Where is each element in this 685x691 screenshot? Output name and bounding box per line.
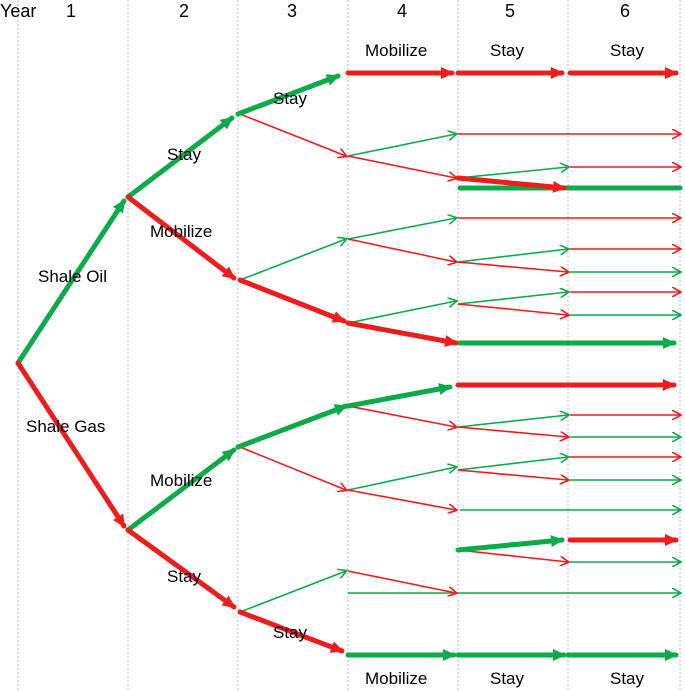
branch-thin-red <box>347 570 456 593</box>
label-mobilize: Mobilize <box>150 222 212 241</box>
label-stay: Stay <box>273 89 308 108</box>
label-mobilize: Mobilize <box>365 41 427 60</box>
label-mobilize: Mobilize <box>365 669 427 688</box>
branch-thin-green <box>457 167 568 179</box>
year-6: 6 <box>620 1 630 21</box>
branch-thin-green <box>347 134 456 157</box>
branch-thick-green <box>125 115 235 200</box>
branch-labels: Shale Oil Shale Gas Stay Mobilize Stay M… <box>26 41 645 688</box>
branch-thin-red <box>347 155 456 178</box>
thin-branches <box>239 113 680 613</box>
label-stay: Stay <box>490 41 525 60</box>
label-stay: Stay <box>610 41 645 60</box>
branch-thick-green <box>235 403 349 450</box>
branch-thin-red <box>347 489 456 510</box>
branch-thick-red <box>125 527 237 610</box>
year-label: Year <box>0 1 36 21</box>
branch-thin-red <box>457 549 568 562</box>
label-stay: Stay <box>273 623 308 642</box>
year-1: 1 <box>66 1 76 21</box>
branch-thick-red <box>455 175 567 193</box>
branch-thick-green <box>125 447 237 533</box>
branch-thin-green <box>347 218 456 240</box>
branch-thin-green <box>347 301 456 324</box>
year-4: 4 <box>397 1 407 21</box>
branch-thin-green <box>457 457 568 471</box>
branch-thin-red <box>239 446 346 490</box>
year-header: Year 1 2 3 4 5 6 <box>0 1 630 21</box>
branch-thick-red <box>125 194 237 281</box>
label-stay: Stay <box>167 145 202 164</box>
branch-thin-red <box>457 261 568 272</box>
branch-shale-gas <box>15 360 127 529</box>
branch-thick-red <box>237 609 345 654</box>
branch-thick-red <box>237 277 347 324</box>
branch-thin-red <box>347 238 456 262</box>
branch-thin-red <box>457 303 568 315</box>
branch-thin-red <box>457 426 568 437</box>
year-2: 2 <box>179 1 189 21</box>
year-5: 5 <box>505 1 515 21</box>
branch-thin-green <box>457 249 568 263</box>
branch-thin-green <box>457 415 568 428</box>
branch-thin-green <box>457 292 568 305</box>
branch-thick-green <box>345 383 453 409</box>
branch-shale-oil <box>15 198 127 366</box>
branch-thick-red <box>345 320 459 347</box>
branch-thick-green <box>455 535 565 553</box>
branch-thin-green <box>347 467 456 491</box>
thick-branches <box>15 67 683 661</box>
branch-thin-red <box>347 405 456 427</box>
branch-thick-green <box>235 73 341 117</box>
branch-thin-green <box>239 239 346 281</box>
branch-thin-green <box>239 571 346 613</box>
label-shale-gas: Shale Gas <box>26 417 105 436</box>
year-3: 3 <box>287 1 297 21</box>
label-stay: Stay <box>490 669 525 688</box>
label-mobilize: Mobilize <box>150 471 212 490</box>
label-stay: Stay <box>610 669 645 688</box>
label-shale-oil: Shale Oil <box>38 267 107 286</box>
branch-thin-red <box>239 113 346 156</box>
branch-thin-red <box>457 469 568 480</box>
label-stay: Stay <box>167 567 202 586</box>
